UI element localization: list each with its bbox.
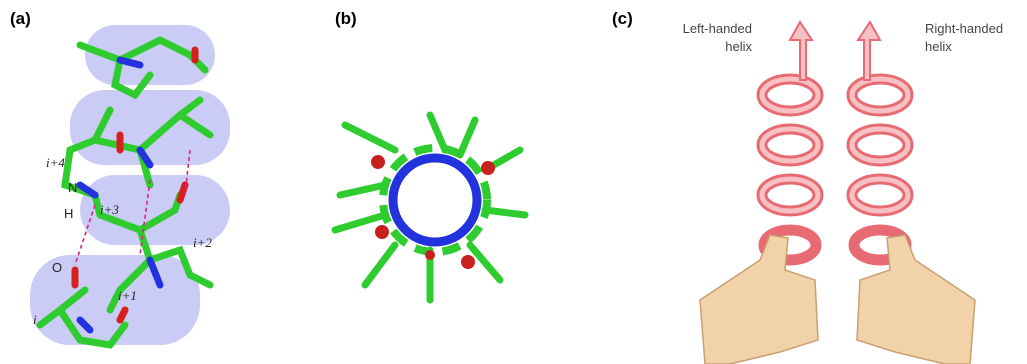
ring-backbone	[383, 148, 487, 252]
figure: (a) i+4 N H i+3 i+2 O i+1 i (b) (c) Left…	[0, 0, 1027, 364]
residue-label: i+2	[193, 235, 212, 250]
caption: helix	[725, 39, 752, 54]
residue-label: i+3	[100, 202, 119, 217]
helix-cylinder	[70, 90, 230, 165]
atom-label: H	[64, 206, 73, 221]
shape	[858, 22, 880, 80]
panel-label: (c)	[612, 9, 633, 28]
right-helix	[852, 22, 908, 260]
panel-label: (a)	[10, 9, 31, 28]
shape	[375, 225, 389, 239]
panel-b: (b)	[335, 9, 525, 300]
left-helix	[762, 22, 818, 260]
shape	[425, 250, 435, 260]
residue-label: i	[33, 312, 37, 327]
caption: Right-handed	[925, 21, 1003, 36]
shape	[481, 161, 495, 175]
atom-label: N	[68, 180, 77, 195]
residue-label: i+1	[118, 288, 137, 303]
panel-label: (b)	[335, 9, 357, 28]
shape	[790, 22, 812, 80]
panel-a: (a) i+4 N H i+3 i+2 O i+1 i	[10, 9, 230, 345]
shape	[371, 155, 385, 169]
ring-backbone	[393, 158, 477, 242]
caption: helix	[925, 39, 952, 54]
side-chain-sticks	[335, 115, 525, 300]
residue-label: i+4	[46, 155, 65, 170]
caption: Left-handed	[683, 21, 752, 36]
shape	[461, 255, 475, 269]
atom-label: O	[52, 260, 62, 275]
panel-c: (c) Left-handed helix Right-handed helix	[612, 9, 1003, 364]
